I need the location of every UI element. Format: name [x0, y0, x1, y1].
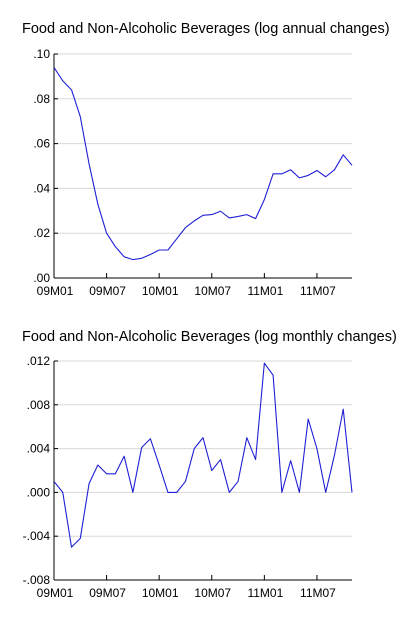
x-tick-label: 09M07: [89, 284, 126, 298]
series-line: [53, 362, 353, 548]
chart-annual: Food and Non-Alcoholic Beverages (log an…: [0, 0, 400, 300]
x-tick-label: 11M07: [300, 284, 336, 298]
chart-title: Food and Non-Alcoholic Beverages (log mo…: [22, 329, 397, 345]
y-tick-label: .008: [27, 398, 51, 412]
x-tick-label: 11M01: [247, 284, 283, 298]
y-tick-label: .00: [33, 271, 50, 285]
chart-title: Food and Non-Alcoholic Beverages (log an…: [22, 21, 390, 37]
x-tick-label: 10M07: [194, 284, 231, 298]
y-tick-label: .08: [33, 92, 50, 106]
x-tick-label: 11M07: [300, 586, 336, 600]
y-tick-label: .012: [27, 354, 51, 368]
x-tick-label: 09M01: [37, 586, 74, 600]
series-line: [53, 67, 353, 261]
x-tick-label: 11M01: [247, 586, 283, 600]
y-tick-label: .06: [33, 137, 50, 151]
y-tick-label: -.008: [23, 573, 51, 587]
y-tick-label: .10: [33, 47, 50, 61]
x-tick-label: 10M07: [194, 586, 231, 600]
y-tick-label: -.004: [23, 529, 51, 543]
x-tick-label: 10M01: [142, 586, 179, 600]
chart-monthly: Food and Non-Alcoholic Beverages (log mo…: [0, 316, 400, 628]
x-tick-label: 10M01: [142, 284, 179, 298]
y-tick-label: .004: [27, 442, 51, 456]
y-tick-label: .04: [33, 181, 50, 195]
y-tick-label: .02: [33, 226, 50, 240]
x-tick-label: 09M01: [37, 284, 74, 298]
y-tick-label: .000: [27, 485, 51, 499]
chart-plot-monthly: -.008 -.004 .000 .004 .008 .012 09M01 09M07 10M0…: [23, 354, 353, 600]
chart-plot-annual: .00 .02 .04 .06 .08 .10 09M01 09M07 10M01 10M07 11…: [33, 47, 353, 298]
x-tick-label: 09M07: [89, 586, 126, 600]
